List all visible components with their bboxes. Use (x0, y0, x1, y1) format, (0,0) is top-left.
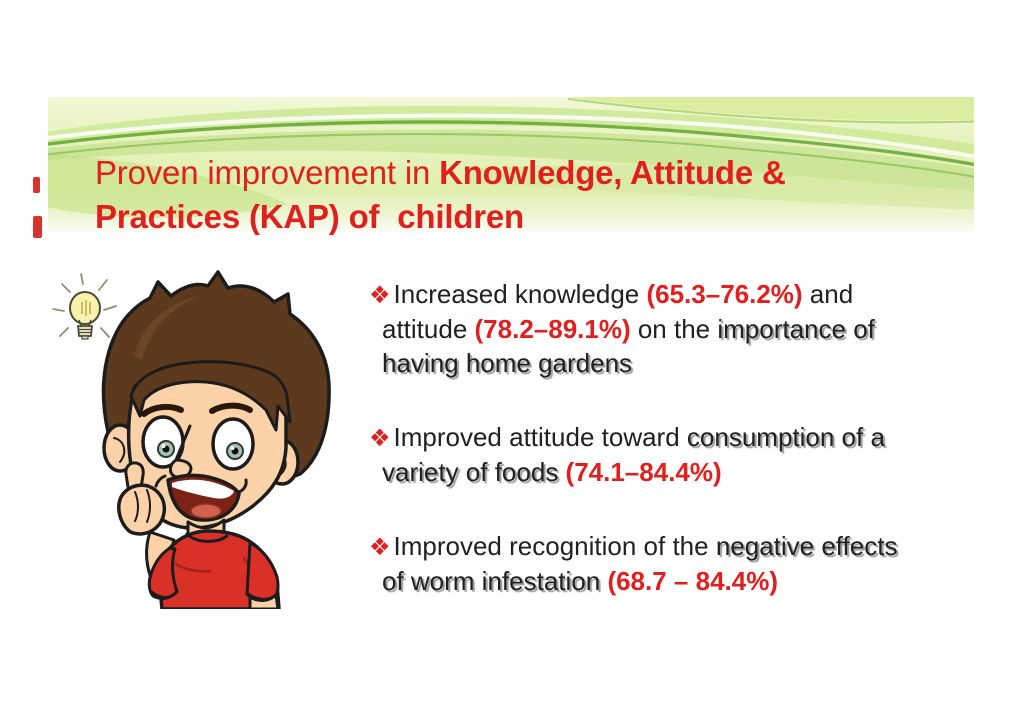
left-edge-red-artifact-2 (33, 216, 42, 238)
bullet-line: ❖ Increased knowledge (65.3–76.2%) and (369, 277, 994, 312)
bullet-line: having home gardens (369, 346, 994, 380)
bullet-item-knowledge-attitude: ❖ Increased knowledge (65.3–76.2%) and at… (369, 277, 994, 380)
header-wave-band (48, 97, 974, 235)
band-wedge-line (567, 98, 974, 124)
emphasized-phrase: of worm infestation (382, 566, 608, 596)
bullet-list: ❖ Increased knowledge (65.3–76.2%) and at… (369, 277, 994, 638)
boy-eyebrow-right (209, 402, 253, 414)
left-edge-red-artifact-1 (33, 177, 40, 193)
boy-teeth (172, 479, 234, 499)
bullet-line: ❖ Improved recognition of the negative ef… (369, 529, 994, 564)
text-segment: and (802, 279, 854, 309)
text-segment: on the (630, 314, 718, 344)
boy-sleeve-left (147, 546, 179, 600)
bullet-line: attitude (78.2–89.1%) on the importance … (369, 312, 994, 346)
boy-tongue (190, 503, 222, 519)
stat-range: (68.7 – 84.4%) (607, 566, 778, 596)
bullet-diamond-icon: ❖ (369, 424, 391, 452)
boy-bangs (129, 360, 292, 432)
text-segment: Improved attitude toward (393, 422, 687, 452)
boy-figure (101, 270, 331, 609)
bullet-line: ❖ Improved attitude toward consumption of… (369, 420, 994, 455)
boy-fist (117, 483, 167, 536)
title-text-bold-line1: Knowledge, Attitude & (439, 154, 786, 191)
text-segment: attitude (382, 314, 475, 344)
stat-range: (74.1–84.4%) (565, 457, 722, 487)
boy-collar (185, 532, 229, 543)
boy-arm-right (248, 593, 280, 609)
band-left-blob (48, 153, 288, 218)
emphasized-phrase: consumption of a (686, 422, 885, 452)
band-dark-curve (48, 120, 974, 167)
emphasized-phrase: importance of (717, 314, 875, 344)
boy-sleeve-right (245, 541, 280, 603)
bullet-line: of worm infestation (68.7 – 84.4%) (369, 564, 994, 598)
band-ribbon-lower (48, 129, 974, 192)
bullet-item-food-variety: ❖ Improved attitude toward consumption of… (369, 420, 994, 489)
band-right-fill (468, 164, 974, 210)
boy-illustration (52, 270, 331, 609)
stat-range: (78.2–89.1%) (474, 314, 631, 344)
bullet-diamond-icon: ❖ (369, 533, 391, 561)
slide-title: Proven improvement in Knowledge, Attitud… (95, 151, 875, 239)
band-top-right-wedge (568, 97, 974, 121)
text-segment: Increased knowledge (393, 279, 647, 309)
emphasized-phrase: having home gardens (382, 348, 633, 378)
boy-hair-highlight (134, 296, 200, 360)
boy-eyebrow-left (141, 403, 184, 417)
bullet-line: variety of foods (74.1–84.4%) (369, 455, 994, 489)
band-dark-curve-2 (48, 133, 974, 178)
bullet-diamond-icon: ❖ (369, 281, 391, 309)
emphasized-phrase: negative effects (715, 531, 898, 561)
title-text-bold-line2: Practices (KAP) of children (95, 198, 525, 235)
band-highlight-line (48, 113, 974, 159)
bullet-item-worm-infestation: ❖ Improved recognition of the negative ef… (369, 529, 994, 598)
title-text-regular: Proven improvement in (95, 154, 440, 191)
stat-range: (65.3–76.2%) (646, 279, 803, 309)
emphasized-phrase: variety of foods (382, 457, 566, 487)
lightbulb-icon (52, 273, 117, 340)
text-segment: Improved recognition of the (393, 531, 716, 561)
